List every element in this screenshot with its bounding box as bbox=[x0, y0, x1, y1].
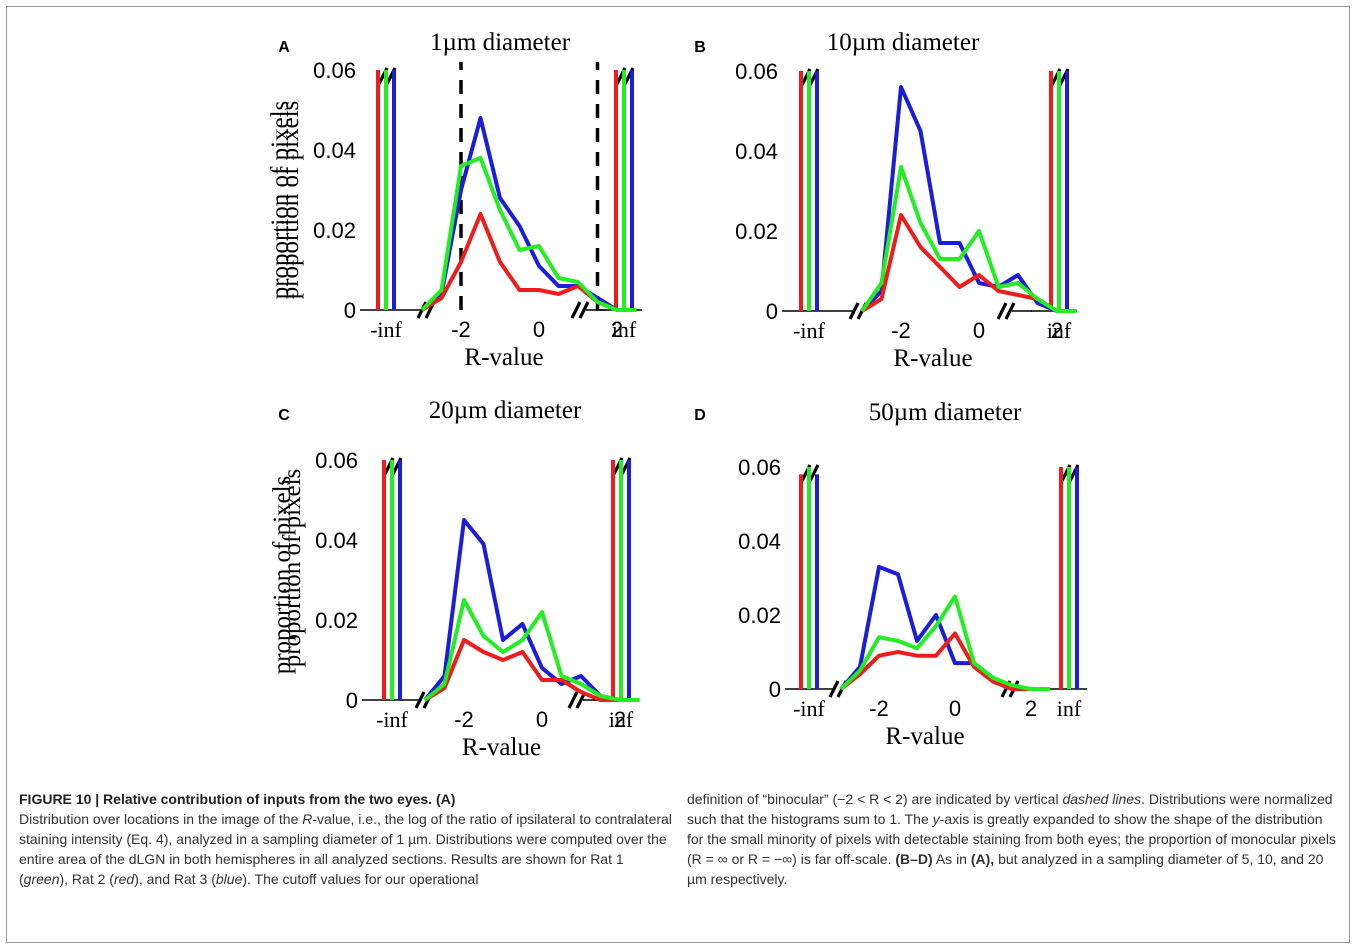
panel-title: 10µm diameter bbox=[827, 29, 980, 56]
panel-d: D 50µm diameter proportion of pixels 0 0.02 0… bbox=[279, 399, 1087, 750]
caption-left-column: FIGURE 10 | Relative contribution of inp… bbox=[19, 789, 674, 889]
caption-italic: green bbox=[23, 871, 60, 887]
caption-text: . Distributions were normalized such tha… bbox=[687, 791, 1333, 827]
x-tick-label: inf bbox=[1057, 696, 1082, 721]
x-tick-label: -inf bbox=[376, 707, 408, 732]
caption-italic: R bbox=[302, 811, 313, 827]
axis-break-mark bbox=[578, 301, 590, 319]
series-line-green bbox=[423, 598, 640, 702]
y-tick-label: 0.04 bbox=[315, 528, 358, 553]
x-axis-label: R-value bbox=[885, 723, 964, 750]
y-tick-label: 0.06 bbox=[313, 58, 356, 83]
x-tick-label: inf bbox=[612, 317, 637, 342]
x-tick-label: -inf bbox=[793, 696, 825, 721]
y-tick-label: 0.02 bbox=[313, 218, 356, 243]
caption-italic: blue bbox=[215, 871, 243, 887]
caption-text: ). The cutoff values for our operational bbox=[242, 871, 479, 887]
panel-title: 1µm diameter bbox=[430, 29, 571, 56]
series-line-green bbox=[839, 594, 1050, 691]
y-axis-label: proportion of pixels bbox=[277, 101, 304, 300]
x-tick-label: 0 bbox=[536, 707, 548, 732]
x-tick-label: -2 bbox=[454, 707, 474, 732]
x-axis-label: R-value bbox=[893, 345, 972, 372]
x-tick-label: 2 bbox=[1051, 318, 1063, 343]
caption-text: ), and Rat 3 ( bbox=[134, 871, 216, 887]
x-tick-label: -2 bbox=[891, 318, 911, 343]
axis-break-mark bbox=[1004, 302, 1016, 320]
y-tick-label: 0.02 bbox=[738, 603, 781, 628]
series-line-blue bbox=[423, 518, 640, 702]
x-axis-label: R-value bbox=[462, 734, 541, 761]
caption-italic: dashed lines bbox=[1062, 791, 1142, 807]
axis-break-mark bbox=[848, 302, 860, 320]
x-tick-label: 2 bbox=[611, 317, 623, 342]
y-tick-label: 0.04 bbox=[313, 138, 356, 163]
y-tick-label: 0 bbox=[346, 688, 358, 713]
caption-italic: red bbox=[113, 871, 135, 887]
axis-break-mark bbox=[808, 464, 820, 482]
series-line-blue bbox=[860, 85, 1077, 313]
x-tick-label: inf bbox=[1047, 318, 1072, 343]
y-tick-label: 0.04 bbox=[738, 529, 781, 554]
panel-title: 50µm diameter bbox=[869, 399, 1022, 426]
caption-text: Distribution over locations in the image… bbox=[19, 811, 303, 827]
series-line-green bbox=[860, 165, 1077, 313]
panel-title: 20µm diameter bbox=[429, 397, 582, 424]
x-tick-label: 2 bbox=[1025, 696, 1037, 721]
x-tick-label: 0 bbox=[533, 317, 545, 342]
axis-break-mark bbox=[570, 301, 582, 319]
caption-bold: (A), bbox=[970, 851, 995, 867]
x-tick-label: -inf bbox=[370, 317, 402, 342]
x-tick-label: -inf bbox=[793, 318, 825, 343]
caption-text: -value, i.e., the log of the ratio of ip… bbox=[19, 811, 672, 887]
y-axis-label: proportion of pixels bbox=[279, 469, 306, 668]
panel-c: C 20µm diameter proportion of pixels 0 0.02 0… bbox=[269, 397, 640, 761]
panel-letter: D bbox=[694, 407, 706, 424]
x-tick-label: -2 bbox=[451, 317, 471, 342]
panel-letter: C bbox=[278, 407, 290, 424]
y-tick-label: 0.06 bbox=[735, 59, 778, 84]
caption-text: ), Rat 2 ( bbox=[59, 871, 114, 887]
figure-panels: A 1µm diameter proportion of pixels 0 0.02 0.… bbox=[267, 29, 1087, 761]
axis-break-mark bbox=[414, 691, 426, 709]
x-tick-label: inf bbox=[609, 707, 634, 732]
x-tick-label: 0 bbox=[973, 318, 985, 343]
y-tick-label: 0.06 bbox=[738, 455, 781, 480]
axis-break-mark bbox=[828, 680, 840, 698]
y-tick-label: 0 bbox=[766, 299, 778, 324]
y-tick-label: 0 bbox=[769, 677, 781, 702]
figure-frame bbox=[6, 6, 1350, 943]
series-line-red bbox=[423, 638, 640, 702]
panel-a: A 1µm diameter proportion of pixels 0 0.02 0.… bbox=[267, 29, 642, 371]
x-tick-label: -2 bbox=[869, 696, 889, 721]
caption-bold: (B–D) bbox=[895, 851, 933, 867]
series-line-blue bbox=[839, 564, 1050, 691]
y-axis-label: proportion of pixels bbox=[269, 476, 296, 675]
series-line-red bbox=[839, 631, 1050, 691]
panel-letter: A bbox=[278, 39, 290, 56]
y-tick-label: 0 bbox=[344, 298, 356, 323]
axis-break-mark bbox=[996, 302, 1008, 320]
y-tick-label: 0.06 bbox=[315, 448, 358, 473]
y-tick-label: 0.02 bbox=[315, 608, 358, 633]
caption-italic: y bbox=[932, 811, 940, 827]
y-tick-label: 0.02 bbox=[735, 219, 778, 244]
figure-caption-title: FIGURE 10 | Relative contribution of inp… bbox=[19, 791, 456, 807]
series-line-green bbox=[420, 156, 637, 312]
x-tick-label: 0 bbox=[949, 696, 961, 721]
caption-text: definition of “binocular” (−2 < R < 2) a… bbox=[687, 791, 1063, 807]
caption-right-column: definition of “binocular” (−2 < R < 2) a… bbox=[687, 789, 1342, 889]
x-tick-label: 2 bbox=[614, 707, 626, 732]
x-axis-label: R-value bbox=[464, 344, 543, 371]
caption-text: As in bbox=[932, 851, 971, 867]
y-tick-label: 0.04 bbox=[735, 139, 778, 164]
y-axis-label: proportion of pixels bbox=[267, 101, 294, 300]
axis-break-mark bbox=[567, 691, 579, 709]
panel-b: B 10µm diameter proportion of pixels 0 0.02 0… bbox=[277, 29, 1077, 372]
panel-letter: B bbox=[694, 39, 706, 56]
caption-text: but analyzed in a sampling diameter of 5… bbox=[687, 851, 1324, 887]
caption-text: -axis is greatly expanded to show the sh… bbox=[687, 811, 1336, 867]
